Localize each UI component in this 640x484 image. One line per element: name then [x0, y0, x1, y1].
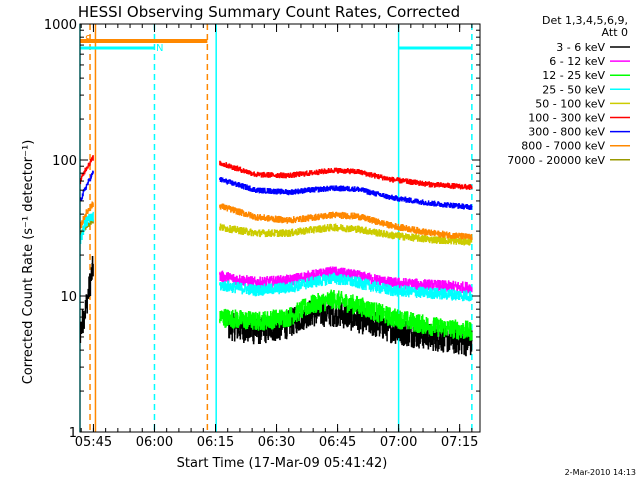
y-tick-label: 10: [60, 290, 77, 305]
axes: 1 10 100 1000 05:45 06:00 06:15 06:30 06:45 07:00…: [44, 18, 481, 450]
x-tick-label: 07:00: [380, 435, 417, 450]
legend-label: 3 - 6 keV: [556, 41, 605, 54]
series-trace: [219, 176, 473, 210]
chart-title: HESSI Observing Summary Count Rates, Cor…: [78, 3, 460, 21]
legend-label: 300 - 800 keV: [528, 126, 605, 139]
x-tick-label: 06:45: [319, 435, 356, 450]
series-trace: [219, 203, 473, 241]
x-axis-label: Start Time (17-Mar-09 05:41:42): [177, 456, 388, 471]
legend-label: 50 - 100 keV: [535, 97, 605, 110]
legend-header: Att 0: [602, 26, 628, 39]
x-tick-label: 05:45: [75, 435, 112, 450]
legend-label: 100 - 300 keV: [528, 112, 605, 125]
y-axis-label: Corrected Count Rate (s⁻¹ detector⁻¹): [21, 140, 36, 385]
series-trace: [219, 223, 473, 246]
series-trace: [79, 155, 94, 185]
series-trace: [79, 201, 94, 229]
series-trace: [219, 272, 473, 302]
series-300-800kev: [79, 170, 473, 210]
x-tick-label: 06:00: [136, 435, 173, 450]
x-tick-label: 07:15: [441, 435, 478, 450]
legend-label: 12 - 25 keV: [542, 69, 605, 82]
legend-label: 800 - 7000 keV: [521, 140, 605, 153]
series-trace: [79, 170, 94, 201]
night-label: N: [156, 43, 163, 54]
legend-label: 6 - 12 keV: [549, 55, 605, 68]
series-800-7000kev: [79, 201, 473, 241]
y-tick-label: 1: [69, 426, 77, 441]
series-12-25kev: [219, 289, 473, 341]
legend-header: Det 1,3,4,5,6,9,: [542, 14, 628, 27]
series-50-100kev: [219, 223, 473, 246]
series-layer: [79, 155, 473, 357]
plot-frame: [79, 23, 481, 433]
x-tick-label: 06:30: [258, 435, 295, 450]
y-tick-label: 100: [52, 154, 77, 169]
series-trace: [79, 211, 94, 245]
series-trace: [79, 256, 94, 344]
saa-label: S: [85, 33, 92, 46]
series-25-50kev: [79, 211, 473, 302]
series-100-300kev: [79, 155, 473, 191]
y-tick-label: 1000: [44, 18, 77, 33]
legend-label: 7000 - 20000 keV: [507, 154, 605, 167]
generated-timestamp: 2-Mar-2010 14:13: [565, 468, 636, 477]
series-3-6kev: [79, 256, 473, 357]
series-trace: [219, 160, 473, 191]
legend-label: 25 - 50 keV: [542, 83, 605, 96]
series-trace: [219, 289, 473, 341]
x-tick-label: 06:15: [197, 435, 234, 450]
